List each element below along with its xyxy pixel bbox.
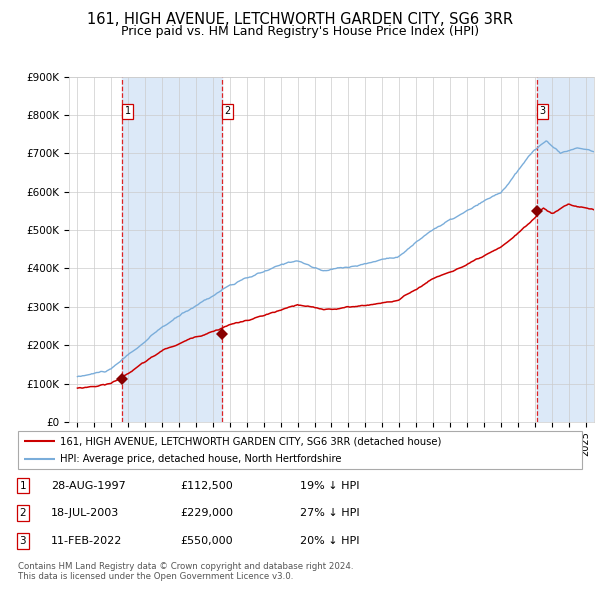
Text: 2: 2 — [19, 509, 26, 518]
Text: 28-AUG-1997: 28-AUG-1997 — [51, 481, 126, 490]
Text: 27% ↓ HPI: 27% ↓ HPI — [300, 509, 359, 518]
Text: 18-JUL-2003: 18-JUL-2003 — [51, 509, 119, 518]
Text: £229,000: £229,000 — [180, 509, 233, 518]
Text: 1: 1 — [19, 481, 26, 490]
Text: £112,500: £112,500 — [180, 481, 233, 490]
Bar — [537, 77, 594, 422]
Text: 161, HIGH AVENUE, LETCHWORTH GARDEN CITY, SG6 3RR: 161, HIGH AVENUE, LETCHWORTH GARDEN CITY… — [87, 12, 513, 27]
Text: £550,000: £550,000 — [180, 536, 233, 546]
Text: 2: 2 — [224, 106, 231, 116]
FancyBboxPatch shape — [18, 431, 582, 469]
Text: HPI: Average price, detached house, North Hertfordshire: HPI: Average price, detached house, Nort… — [60, 454, 342, 464]
Text: 1: 1 — [125, 106, 131, 116]
Text: 3: 3 — [539, 106, 545, 116]
Text: 161, HIGH AVENUE, LETCHWORTH GARDEN CITY, SG6 3RR (detached house): 161, HIGH AVENUE, LETCHWORTH GARDEN CITY… — [60, 436, 442, 446]
Text: 19% ↓ HPI: 19% ↓ HPI — [300, 481, 359, 490]
Text: Contains HM Land Registry data © Crown copyright and database right 2024.
This d: Contains HM Land Registry data © Crown c… — [18, 562, 353, 581]
Bar — [122, 77, 222, 422]
Text: Price paid vs. HM Land Registry's House Price Index (HPI): Price paid vs. HM Land Registry's House … — [121, 25, 479, 38]
Text: 3: 3 — [19, 536, 26, 546]
Text: 11-FEB-2022: 11-FEB-2022 — [51, 536, 122, 546]
Text: 20% ↓ HPI: 20% ↓ HPI — [300, 536, 359, 546]
